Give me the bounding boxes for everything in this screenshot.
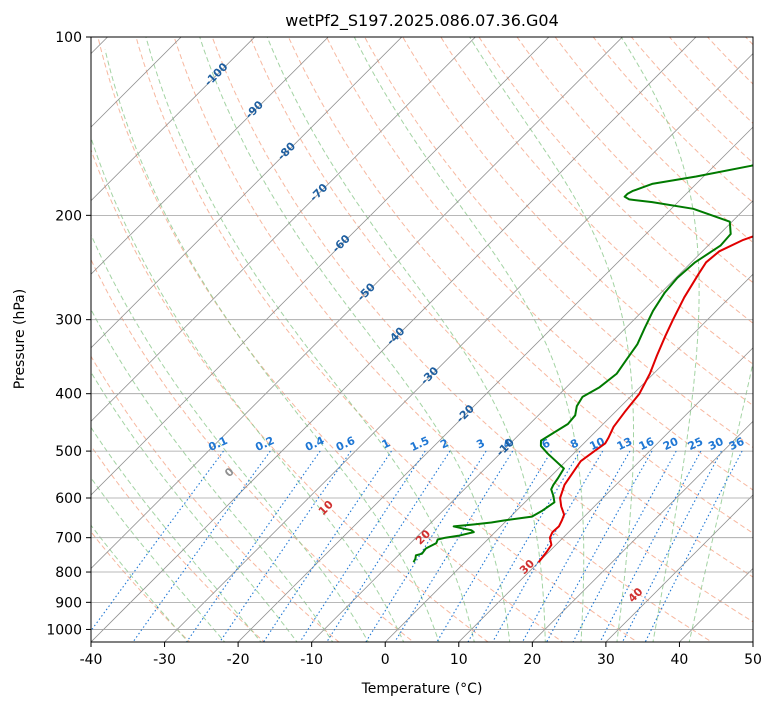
dry-adiabat-line [516,37,753,284]
mixing-ratio-label: 30 [706,435,726,453]
dewpoint-profile-line [412,164,753,563]
dry-adiabat-line [91,148,489,642]
x-tick-label: 40 [671,652,689,668]
isotherm-line [163,52,753,642]
dry-adiabat-line [364,37,753,449]
dry-adiabat-line [91,258,415,642]
dry-adiabat-line [287,37,753,534]
dry-adiabat-line [91,531,191,642]
mixing-ratio-line [91,450,224,632]
isotherm-line [91,37,329,275]
isotherm-line [91,37,256,202]
dry-adiabat-line [771,24,775,645]
background-lines [91,24,775,645]
mixing-ratio-line [545,450,653,642]
isotherm-line [91,37,403,349]
mixing-ratio-label: 36 [727,435,747,453]
mixing-ratio-line [572,450,677,642]
y-tick-label: 700 [55,531,82,547]
y-tick-label: 600 [55,491,82,507]
isotherm-line [605,494,753,642]
y-tick-label: 800 [55,565,82,581]
moist-adiabat-line [91,136,405,642]
x-tick-label: -20 [227,652,250,668]
y-tick-label: 400 [55,387,82,403]
x-tick-label: -30 [153,652,176,668]
x-tick-label: 50 [744,652,762,668]
y-tick-label: 1000 [46,622,82,638]
dry-adiabat-line [592,37,753,204]
x-tick-label: 10 [450,652,468,668]
moist-adiabat-line [91,371,298,642]
plot-background [91,37,753,642]
y-tick-label: 900 [55,595,82,611]
x-tick-label: -40 [80,652,103,668]
dry-adiabat-line [630,37,753,164]
y-tick-label: 300 [55,313,82,329]
isotherm-line [91,37,550,496]
isotherm-line [311,200,753,642]
y-tick-label: 100 [55,30,82,46]
dry-adiabat-line [97,37,564,642]
mixing-ratio-line [436,450,552,642]
isotherm-line [458,347,753,642]
x-tick-label: 30 [597,652,615,668]
chart-title: wetPf2_S197.2025.086.07.36.G04 [285,11,559,31]
mixing-ratio-line [299,450,426,642]
mixing-ratio-line [621,450,722,642]
mixing-ratio-label: 20 [661,435,681,453]
x-tick-label: 0 [381,652,390,668]
dry-adiabat-line [402,37,753,407]
mixing-ratio-label: 10 [588,435,608,453]
isotherm-line [531,420,753,642]
dry-adiabat-line [135,37,639,642]
isotherm-line [752,641,753,642]
isotherm-line [91,37,624,570]
mixing-ratio-label: 25 [686,435,705,453]
x-tick-label: -10 [300,652,323,668]
mixing-ratio-line [467,450,581,642]
y-tick-label: 200 [55,208,82,224]
y-axis-label: Pressure (hPa) [12,289,28,389]
plot-frame [90,36,754,643]
mixing-ratio-line [185,450,321,642]
mixing-ratio-line [599,450,702,642]
dry-adiabat-line [249,37,753,578]
temperature-profile-line [537,235,753,563]
x-axis-label: Temperature (°C) [361,681,483,697]
mixing-ratio-line [644,450,743,642]
moist-adiabat-line [91,477,226,642]
dry-adiabat-line [91,355,340,642]
isotherm-line [91,37,476,422]
profiles [412,164,753,563]
mixing-ratio-line [262,450,392,642]
dry-adiabat-line [478,37,753,324]
mixing-ratio-line [492,450,604,642]
moist-adiabat-line [91,233,369,642]
mixing-ratio-label: 13 [615,435,634,453]
isotherm-line [384,273,753,642]
y-tick-label: 500 [55,444,82,460]
axes: -40 -30 -20 -10 0 10 20 30 40 50 100 200 300 400 500 60… [46,30,762,668]
moist-adiabat-line [91,426,262,642]
x-tick-label: 20 [523,652,541,668]
dry-adiabat-line [211,37,753,623]
mixing-ratio-label: 16 [637,435,657,453]
isotherm-line [91,37,697,642]
mixing-ratio-line [521,450,631,642]
